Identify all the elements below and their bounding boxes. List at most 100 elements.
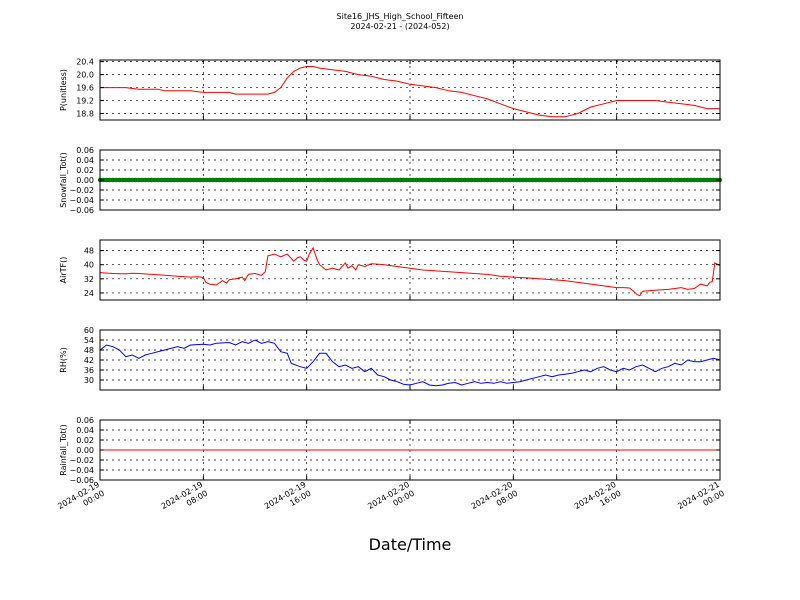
y-tick-label: 20.4 <box>76 58 94 67</box>
data-point <box>604 177 610 183</box>
data-point <box>643 177 648 183</box>
data-point <box>556 177 561 183</box>
data-point <box>575 177 581 183</box>
data-point <box>104 177 109 183</box>
data-point <box>685 177 690 183</box>
series-line <box>99 246 721 297</box>
data-point <box>585 177 590 183</box>
data-point <box>365 177 371 183</box>
data-point <box>178 177 183 183</box>
data-point <box>275 177 280 183</box>
x-tick-label: 2024-02-2000:00 <box>366 480 416 520</box>
panel-0: 20.4 20.0 19.6 19.2 18.8 P(unitless) <box>59 58 721 121</box>
data-point <box>246 177 251 183</box>
data-point <box>633 177 639 183</box>
data-point <box>252 177 258 183</box>
data-point <box>569 177 574 183</box>
data-point <box>701 177 707 183</box>
y-tick-label: 0.00 <box>76 176 94 185</box>
data-point <box>239 177 245 183</box>
data-point <box>420 177 426 183</box>
data-point <box>310 177 316 183</box>
data-point <box>272 177 277 183</box>
data-point <box>388 177 393 183</box>
data-point <box>662 177 668 183</box>
data-point <box>620 177 626 183</box>
data-point <box>285 177 290 183</box>
data-point <box>268 177 274 183</box>
data-point <box>327 177 332 183</box>
y-tick-label: 0.04 <box>76 156 94 165</box>
data-point <box>475 177 481 183</box>
data-point <box>152 177 158 183</box>
data-point <box>427 177 432 183</box>
data-point <box>540 177 545 183</box>
data-point <box>520 177 526 183</box>
data-point <box>126 177 132 183</box>
data-point <box>375 177 380 183</box>
data-point <box>533 177 539 183</box>
data-point <box>362 177 367 183</box>
data-point <box>465 177 471 183</box>
x-tick-label: 2024-02-2016:00 <box>573 480 623 520</box>
data-point <box>188 177 193 183</box>
data-point <box>536 177 542 183</box>
data-point <box>588 177 594 183</box>
y-tick-label: −0.04 <box>69 196 94 205</box>
panel-2: 48 40 32 24 AirTF() <box>59 239 721 301</box>
data-point <box>233 177 238 183</box>
data-point <box>139 177 145 183</box>
y-tick-label: −0.04 <box>69 466 94 475</box>
data-point <box>656 177 661 183</box>
data-point <box>320 177 326 183</box>
data-point <box>417 177 422 183</box>
data-point <box>546 177 552 183</box>
y-tick-label: 0.06 <box>76 416 94 425</box>
data-point <box>649 177 655 183</box>
data-point <box>672 177 677 183</box>
data-point <box>488 177 493 183</box>
data-point <box>385 177 390 183</box>
data-point <box>582 177 587 183</box>
data-point <box>401 177 406 183</box>
y-tick-label: 20.0 <box>76 71 94 80</box>
data-point <box>288 177 293 183</box>
data-point <box>330 177 335 183</box>
y-axis-label: Rainfall_Tot() <box>59 424 68 476</box>
data-point <box>646 177 652 183</box>
data-point <box>155 177 161 183</box>
y-tick-label: 40 <box>84 261 94 270</box>
data-point <box>491 177 497 183</box>
data-point <box>281 177 287 183</box>
data-point <box>220 177 225 183</box>
data-point <box>614 177 619 183</box>
x-tick-label: 2024-02-1900:00 <box>56 480 106 520</box>
data-point <box>462 177 468 183</box>
data-point <box>236 177 242 183</box>
data-point <box>262 177 267 183</box>
data-point <box>591 177 597 183</box>
y-tick-label: 0.04 <box>76 426 94 435</box>
data-point <box>191 177 196 183</box>
series-line <box>99 339 721 387</box>
data-point <box>210 177 216 183</box>
data-point <box>494 177 500 183</box>
data-point <box>511 177 516 183</box>
data-point <box>485 177 490 183</box>
data-point <box>168 177 174 183</box>
data-point <box>453 177 458 183</box>
data-point <box>430 177 435 183</box>
data-point <box>549 177 555 183</box>
data-point <box>527 177 532 183</box>
data-point <box>423 177 429 183</box>
x-tick-label: 2024-02-2100:00 <box>676 480 726 520</box>
data-point <box>149 177 154 183</box>
data-point <box>514 177 519 183</box>
data-point <box>404 177 409 183</box>
y-tick-label: −0.02 <box>69 456 94 465</box>
chart-subtitle: 2024-02-21 - (2024-052) <box>350 22 449 31</box>
data-point <box>204 177 209 183</box>
y-tick-label: 24 <box>84 289 94 298</box>
data-point <box>504 177 510 183</box>
